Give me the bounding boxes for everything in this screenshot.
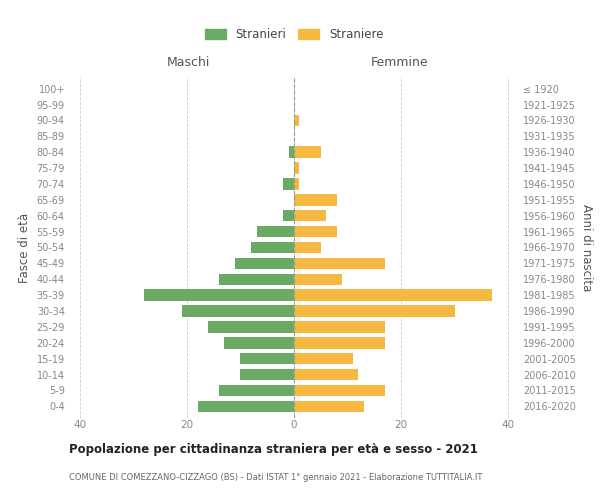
Bar: [294, 385, 385, 396]
Text: Maschi: Maschi: [167, 56, 210, 69]
Bar: [219, 274, 294, 285]
Bar: [289, 146, 294, 158]
Bar: [294, 210, 326, 222]
Bar: [294, 290, 492, 301]
Text: Popolazione per cittadinanza straniera per età e sesso - 2021: Popolazione per cittadinanza straniera p…: [69, 442, 478, 456]
Bar: [294, 321, 385, 332]
Bar: [208, 321, 294, 332]
Bar: [257, 226, 294, 237]
Bar: [251, 242, 294, 253]
Bar: [294, 400, 364, 412]
Bar: [283, 210, 294, 222]
Bar: [241, 353, 294, 364]
Bar: [283, 178, 294, 190]
Bar: [294, 242, 321, 253]
Y-axis label: Anni di nascita: Anni di nascita: [580, 204, 593, 291]
Bar: [197, 400, 294, 412]
Bar: [294, 258, 385, 269]
Bar: [241, 369, 294, 380]
Bar: [294, 178, 299, 190]
Bar: [294, 114, 299, 126]
Bar: [294, 369, 358, 380]
Text: COMUNE DI COMEZZANO-CIZZAGO (BS) - Dati ISTAT 1° gennaio 2021 - Elaborazione TUT: COMUNE DI COMEZZANO-CIZZAGO (BS) - Dati …: [69, 472, 482, 482]
Bar: [219, 385, 294, 396]
Bar: [182, 306, 294, 317]
Bar: [144, 290, 294, 301]
Bar: [224, 337, 294, 348]
Bar: [294, 146, 321, 158]
Bar: [235, 258, 294, 269]
Bar: [294, 274, 342, 285]
Bar: [294, 353, 353, 364]
Bar: [294, 306, 455, 317]
Text: Femmine: Femmine: [371, 56, 428, 69]
Y-axis label: Fasce di età: Fasce di età: [18, 212, 31, 282]
Bar: [294, 337, 385, 348]
Legend: Stranieri, Straniere: Stranieri, Straniere: [201, 24, 387, 44]
Bar: [294, 162, 299, 174]
Bar: [294, 226, 337, 237]
Bar: [294, 194, 337, 205]
